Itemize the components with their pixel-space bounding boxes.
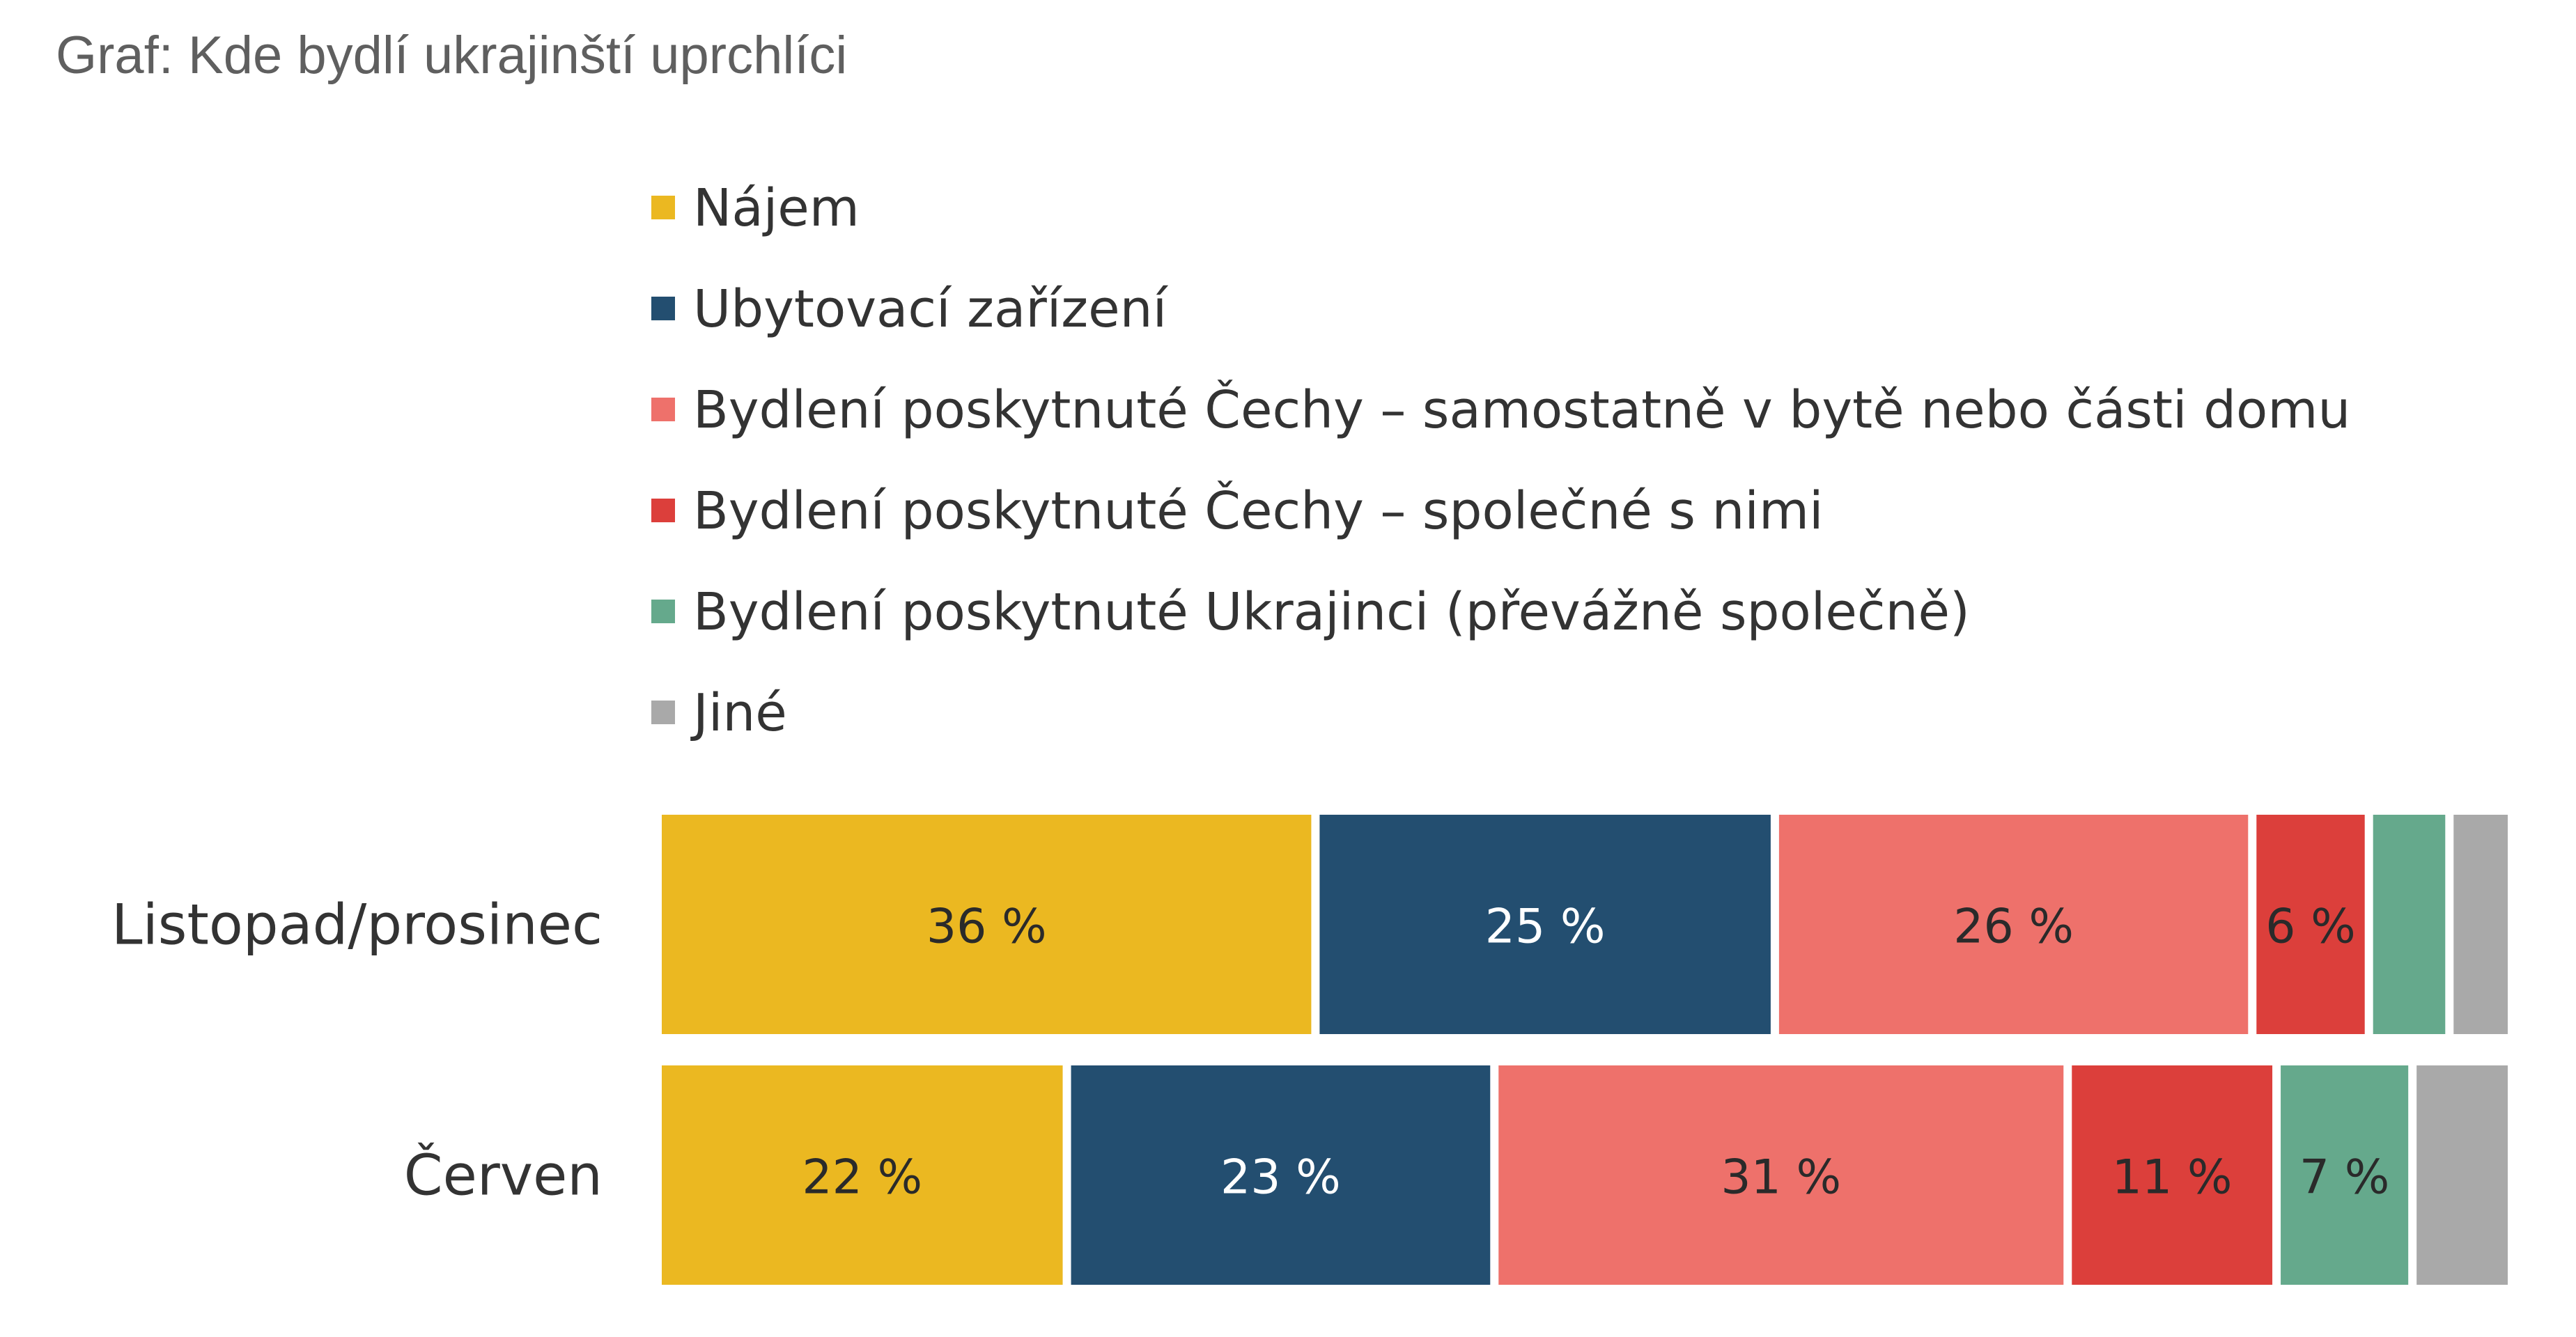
legend-item: Bydlení poskytnuté Čechy – společné s ni… [651,480,1824,541]
bar-segment [2281,1065,2409,1285]
legend-item: Nájem [651,178,860,238]
legend-swatch [651,499,675,522]
bar-row: 22 % 23 % 31 % 11 % 7 % [662,1065,2508,1285]
category-labels: Listopad/prosinec Červen [111,893,603,1208]
bar-segment [662,815,1312,1034]
data-label: 6 % [2265,900,2356,955]
bar-row: 36 % 25 % 26 % 6 % [662,815,2508,1034]
legend-label: Bydlení poskytnuté Ukrajinci (převážně s… [693,582,1970,642]
legend-label: Bydlení poskytnuté Čechy – samostatně v … [693,379,2350,440]
legend-swatch [651,398,675,421]
legend-swatch [651,297,675,320]
bar-segment [2453,815,2508,1034]
bar-segment [2256,815,2365,1034]
bars: 36 % 25 % 26 % 6 % 22 % 23 % 31 % 11 % 7 % [662,815,2508,1285]
legend: Nájem Ubytovací zařízení Bydlení poskytnut… [651,178,2350,743]
data-label: 31 % [1721,1150,1841,1205]
bar-segment [2416,1065,2508,1285]
legend-label: Bydlení poskytnuté Čechy – společné s ni… [693,480,1824,541]
legend-label: Nájem [693,178,860,238]
legend-item: Bydlení poskytnuté Čechy – samostatně v … [651,379,2350,440]
legend-swatch [651,701,675,724]
legend-label: Ubytovací zařízení [693,279,1169,339]
legend-item: Bydlení poskytnuté Ukrajinci (převážně s… [651,582,1970,642]
bar-segment [2373,815,2446,1034]
bar-segment [1071,1065,1491,1285]
data-label: 36 % [926,900,1047,955]
legend-item: Jiné [651,683,787,743]
data-label: 25 % [1485,900,1606,955]
bar-segment [2072,1065,2273,1285]
legend-item: Ubytovací zařízení [651,279,1169,339]
bar-segment [1319,815,1771,1034]
category-label: Červen [404,1143,603,1208]
legend-swatch [651,196,675,219]
bar-segment [1778,815,2249,1034]
category-label: Listopad/prosinec [111,893,603,957]
data-label: 26 % [1953,900,2074,955]
chart-title: Graf: Kde bydlí ukrajinští uprchlíci [56,26,847,85]
legend-label: Jiné [690,683,787,743]
data-label: 11 % [2112,1150,2233,1205]
data-label: 7 % [2299,1150,2390,1205]
bar-segment [662,1065,1063,1285]
bar-segment [1498,1065,2064,1285]
legend-swatch [651,600,675,623]
data-label: 22 % [802,1150,922,1205]
data-label: 23 % [1220,1150,1341,1205]
